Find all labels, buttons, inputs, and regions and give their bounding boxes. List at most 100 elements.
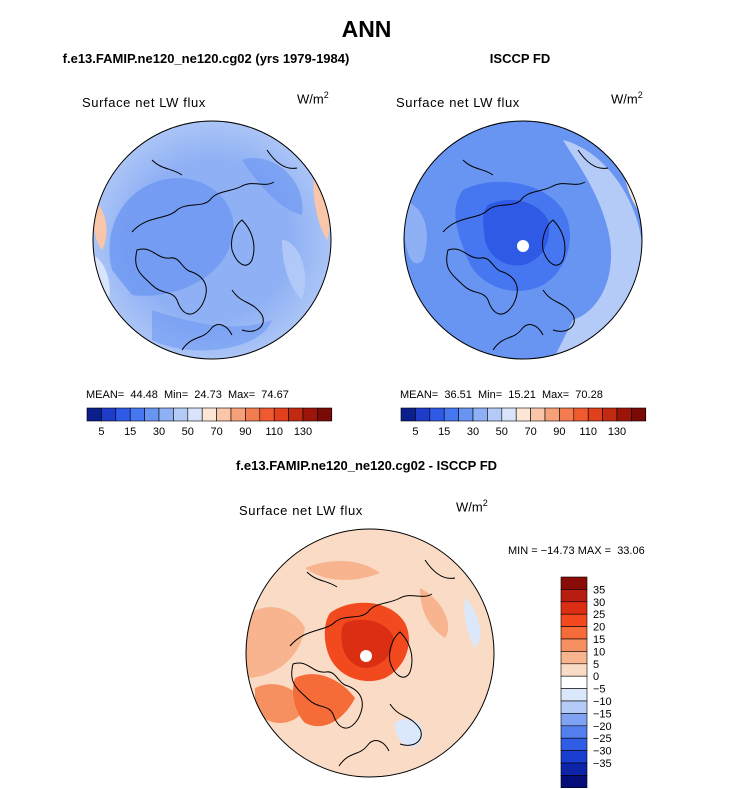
colorbar-box — [587, 407, 603, 422]
colorbar-box — [415, 407, 431, 422]
colorbar-box — [400, 407, 416, 422]
panel-2-colorbar: 5 15 30 50 70 90 110 130 — [400, 407, 647, 438]
field-blob — [464, 598, 481, 648]
colorbar-label: −30 — [593, 746, 612, 758]
coastline — [181, 324, 233, 351]
panel-2-stats: MEAN= 36.51 Min= 15.21 Max= 70.28 — [400, 389, 603, 401]
colorbar-box — [560, 576, 588, 590]
colorbar-label: 15 — [593, 634, 605, 646]
panel-3-subtitle: Surface net LW flux — [239, 503, 363, 518]
panel-2-map — [403, 120, 643, 360]
colorbar-label: 50 — [182, 426, 194, 438]
coastline — [338, 740, 390, 767]
field-blob — [282, 240, 306, 300]
coastline — [462, 149, 609, 176]
colorbar-box — [560, 601, 588, 615]
panel-2-title: ISCCP FD — [489, 51, 551, 66]
coastline — [542, 289, 575, 332]
field-blob — [242, 158, 303, 215]
colorbar-label: −5 — [593, 684, 606, 696]
colorbar-label: 5 — [412, 426, 418, 438]
coastline — [135, 248, 207, 315]
colorbar-label: 20 — [593, 622, 605, 634]
coastline — [231, 289, 264, 332]
colorbar-label: −20 — [593, 721, 612, 733]
colorbar-box — [115, 407, 131, 422]
colorbar-box — [573, 407, 589, 422]
colorbar-box — [173, 407, 189, 422]
colorbar-box — [472, 407, 488, 422]
colorbar-box — [288, 407, 304, 422]
colorbar-box — [560, 613, 588, 627]
coastline — [131, 181, 275, 233]
colorbar-box — [302, 407, 318, 422]
colorbar-label: −35 — [593, 758, 612, 770]
colorbar-box — [602, 407, 618, 422]
colorbar-label: 130 — [608, 426, 626, 438]
colorbar-box — [259, 407, 275, 422]
field-blob — [293, 674, 355, 727]
field-blob — [305, 561, 380, 580]
colorbar-box — [560, 638, 588, 652]
field-blob — [109, 178, 234, 296]
coastline — [289, 593, 433, 647]
coastline — [492, 324, 544, 351]
panel-2-subtitle: Surface net LW flux — [396, 95, 520, 110]
colorbar-label: 25 — [593, 609, 605, 621]
colorbar-label: 30 — [593, 597, 605, 609]
colorbar-label: 110 — [265, 426, 283, 438]
field-blob — [404, 200, 427, 264]
colorbar-box — [86, 407, 102, 422]
field-blob — [395, 719, 423, 747]
panel-3-stats: MIN = −14.73 MAX = 33.06 — [508, 545, 645, 557]
colorbar-box — [144, 407, 160, 422]
colorbar-box — [429, 407, 445, 422]
panel-1-map — [92, 120, 332, 360]
colorbar-box — [487, 407, 503, 422]
panel-2-units: W/m2 — [611, 90, 643, 107]
colorbar-box — [560, 775, 588, 788]
panel-1-title: f.e13.FAMIP.ne120_ne120.cg02 (yrs 1979-1… — [62, 51, 350, 66]
colorbar-box — [245, 407, 261, 422]
coastline — [442, 181, 586, 233]
coastline — [542, 219, 566, 266]
pole-hole — [517, 240, 529, 252]
colorbar-box — [230, 407, 246, 422]
colorbar-label: 15 — [438, 426, 450, 438]
colorbar-label: 70 — [210, 426, 222, 438]
colorbar-box — [216, 407, 232, 422]
colorbar-label: −10 — [593, 696, 612, 708]
field-blob — [483, 200, 550, 266]
colorbar-box — [560, 663, 588, 677]
field-blob — [553, 140, 642, 359]
panel-3-title: f.e13.FAMIP.ne120_ne120.cg02 - ISCCP FD — [235, 458, 498, 473]
colorbar-label: 90 — [553, 426, 565, 438]
colorbar-box — [129, 407, 145, 422]
colorbar-box — [560, 589, 588, 603]
coastline — [231, 219, 255, 266]
pole-hole — [360, 650, 372, 662]
panel-3-units: W/m2 — [456, 498, 488, 515]
colorbar-box — [158, 407, 174, 422]
colorbar-box — [616, 407, 632, 422]
colorbar-box — [187, 407, 203, 422]
colorbar-box — [101, 407, 117, 422]
page-title: ANN — [341, 16, 392, 42]
coastline — [291, 662, 363, 729]
colorbar-box — [317, 407, 333, 422]
colorbar-box — [273, 407, 289, 422]
colorbar-box — [458, 407, 474, 422]
colorbar-label: 30 — [153, 426, 165, 438]
colorbar-label: 10 — [593, 646, 605, 658]
coastline — [389, 631, 413, 678]
colorbar-label: 0 — [593, 671, 599, 683]
colorbar-box — [530, 407, 546, 422]
colorbar-label: 110 — [579, 426, 597, 438]
colorbar-label: 70 — [524, 426, 536, 438]
colorbar-label: 130 — [294, 426, 312, 438]
colorbar-box — [560, 737, 588, 751]
coastline — [389, 703, 422, 746]
colorbar-box — [560, 762, 588, 776]
colorbar-box — [560, 688, 588, 702]
